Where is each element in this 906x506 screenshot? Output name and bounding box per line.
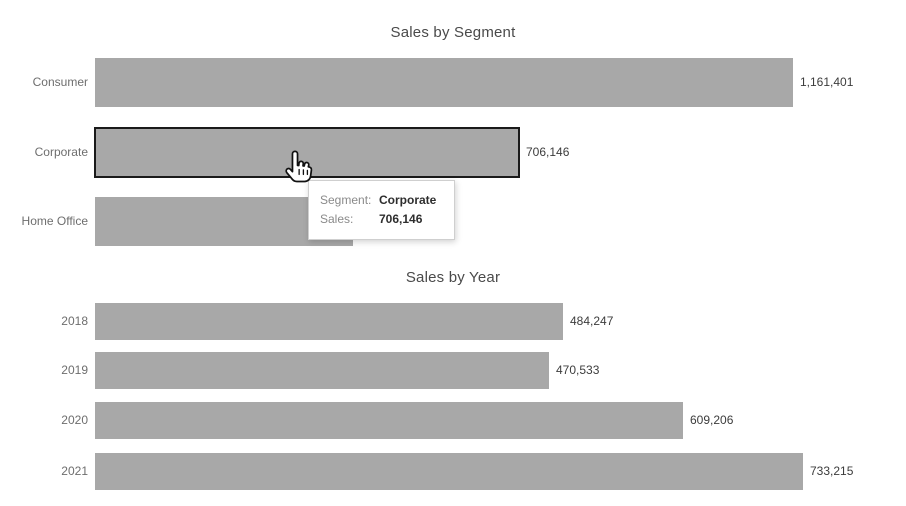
tooltip-sales-label: Sales:	[320, 212, 354, 226]
bar-corporate[interactable]	[94, 127, 520, 178]
tooltip-sales-value: 706,146	[379, 212, 423, 226]
bar-2019[interactable]	[95, 352, 549, 389]
value-label-2020: 609,206	[690, 413, 734, 427]
chart-title-sales-by-segment: Sales by Segment	[390, 24, 516, 41]
category-label-2020: 2020	[61, 413, 88, 427]
tooltip-row-sales: Sales: 706,146	[320, 210, 446, 229]
category-label-corporate: Corporate	[34, 145, 88, 159]
category-label-home-office: Home Office	[21, 214, 88, 228]
tooltip-segment-label: Segment:	[320, 193, 372, 207]
tooltip-row-segment: Segment: Corporate	[320, 191, 446, 210]
bar-consumer[interactable]	[95, 58, 793, 107]
bar-2020[interactable]	[95, 402, 683, 439]
bar-2021[interactable]	[95, 453, 803, 490]
category-label-consumer: Consumer	[32, 75, 88, 89]
value-label-2019: 470,533	[556, 363, 600, 377]
bar-2018[interactable]	[95, 303, 563, 340]
value-label-corporate: 706,146	[526, 145, 570, 159]
value-label-2021: 733,215	[810, 464, 854, 478]
value-label-consumer: 1,161,401	[800, 75, 854, 89]
category-label-2021: 2021	[61, 464, 88, 478]
category-label-2019: 2019	[61, 363, 88, 377]
category-label-2018: 2018	[61, 314, 88, 328]
hover-tooltip: Segment: Corporate Sales: 706,146	[308, 180, 455, 240]
value-label-2018: 484,247	[570, 314, 614, 328]
tooltip-segment-value: Corporate	[379, 193, 437, 207]
chart-title-sales-by-year: Sales by Year	[405, 269, 501, 286]
